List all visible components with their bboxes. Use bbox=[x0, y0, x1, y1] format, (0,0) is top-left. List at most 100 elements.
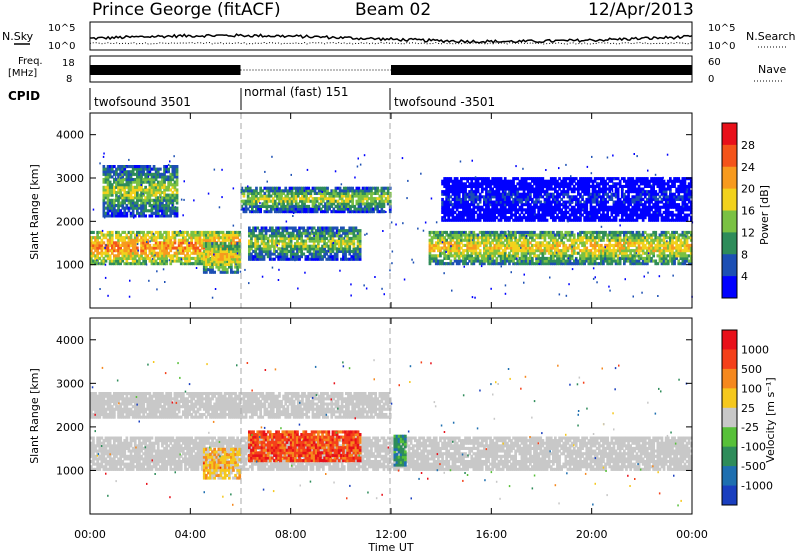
power-cell bbox=[342, 249, 345, 253]
power-cell bbox=[358, 247, 362, 251]
power-cell bbox=[428, 259, 432, 263]
power-cell bbox=[148, 230, 152, 234]
power-cell bbox=[476, 243, 480, 247]
power-cell bbox=[171, 178, 175, 182]
power-cell bbox=[131, 259, 135, 263]
power-cell bbox=[215, 262, 219, 266]
power-cell bbox=[497, 249, 501, 253]
power-cell bbox=[273, 229, 276, 233]
power-cell bbox=[441, 233, 444, 237]
power-cell bbox=[283, 226, 287, 230]
power-cell bbox=[319, 252, 322, 256]
power-cell bbox=[154, 201, 158, 205]
power-cell bbox=[102, 262, 106, 266]
power-cell bbox=[468, 230, 471, 234]
power-cell bbox=[217, 236, 221, 240]
power-cell bbox=[303, 194, 306, 198]
power-cell bbox=[175, 209, 179, 213]
power-cell bbox=[349, 207, 352, 211]
power-cell bbox=[278, 194, 281, 198]
power-cell bbox=[221, 270, 225, 274]
power-cell bbox=[329, 249, 333, 253]
power-cell bbox=[298, 242, 301, 246]
power-cell bbox=[340, 197, 344, 201]
power-cell bbox=[161, 246, 164, 250]
power-cell bbox=[121, 211, 125, 215]
power-cell bbox=[282, 204, 285, 208]
power-cell bbox=[372, 191, 375, 195]
power-cell bbox=[110, 175, 114, 179]
power-cell bbox=[298, 226, 301, 230]
power-cell bbox=[280, 204, 283, 208]
power-cell bbox=[568, 246, 572, 250]
power-cell bbox=[478, 243, 482, 247]
power-cell bbox=[167, 170, 170, 174]
power-cell bbox=[354, 247, 358, 251]
power-cell bbox=[161, 185, 164, 189]
power-cell bbox=[447, 256, 451, 260]
power-cell bbox=[319, 210, 323, 214]
power-cell bbox=[437, 249, 440, 253]
power-cell bbox=[221, 268, 225, 272]
power-cell bbox=[564, 251, 568, 255]
power-cell bbox=[90, 243, 93, 247]
power-cell bbox=[113, 188, 116, 192]
power-cell bbox=[468, 243, 471, 247]
power-cell bbox=[312, 249, 316, 253]
power-cell bbox=[250, 252, 253, 256]
power-cell bbox=[133, 193, 137, 197]
power-cell bbox=[127, 238, 131, 242]
power-cell bbox=[363, 202, 367, 206]
power-cell bbox=[314, 234, 318, 238]
power-cell bbox=[198, 233, 202, 237]
power-cell bbox=[309, 191, 313, 195]
power-cell bbox=[169, 201, 173, 205]
power-cell bbox=[493, 246, 497, 250]
power-cell bbox=[251, 210, 254, 214]
power-cell bbox=[296, 239, 299, 243]
power-cell bbox=[279, 252, 283, 256]
power-cell bbox=[123, 185, 127, 189]
power-cell bbox=[562, 254, 566, 258]
power-cell bbox=[345, 189, 348, 193]
power-cell bbox=[430, 254, 434, 258]
power-cell bbox=[255, 199, 258, 203]
power-cell bbox=[543, 230, 547, 234]
power-cell bbox=[217, 268, 221, 272]
power-cell bbox=[365, 202, 369, 206]
power-cell bbox=[259, 197, 262, 201]
power-cell bbox=[194, 243, 198, 247]
power-cell bbox=[248, 252, 251, 256]
power-cell bbox=[123, 230, 127, 234]
power-cell bbox=[363, 197, 367, 201]
power-cell bbox=[361, 186, 365, 190]
power-cell bbox=[253, 191, 256, 195]
power-cell bbox=[487, 259, 490, 263]
power-cell bbox=[347, 207, 350, 211]
power-cell bbox=[228, 238, 231, 242]
power-cell bbox=[308, 247, 312, 251]
power-cell bbox=[268, 239, 272, 243]
power-cell bbox=[150, 183, 154, 187]
power-cell bbox=[142, 259, 145, 263]
power-cell bbox=[278, 207, 281, 211]
power-cell bbox=[259, 186, 262, 190]
power-cell bbox=[252, 229, 255, 233]
power-cell bbox=[106, 243, 110, 247]
power-cell bbox=[205, 265, 208, 269]
power-cell bbox=[152, 188, 156, 192]
power-cell bbox=[171, 259, 175, 263]
power-cell bbox=[140, 256, 143, 260]
power-cell bbox=[315, 207, 319, 211]
power-cell bbox=[312, 252, 316, 256]
power-cell bbox=[491, 233, 494, 237]
power-cell bbox=[263, 194, 267, 198]
power-cell bbox=[329, 247, 333, 251]
power-cell bbox=[503, 233, 507, 237]
power-cell bbox=[283, 239, 287, 243]
power-cell bbox=[255, 194, 258, 198]
power-cell bbox=[356, 257, 360, 261]
power-cell bbox=[254, 239, 257, 243]
power-cell bbox=[549, 251, 553, 255]
power-cell bbox=[108, 241, 112, 245]
